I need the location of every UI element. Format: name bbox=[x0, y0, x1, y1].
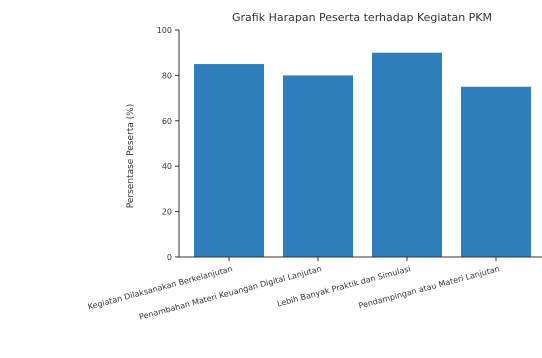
y-tick-label: 80 bbox=[162, 71, 172, 80]
y-tick-label: 60 bbox=[162, 117, 172, 126]
bars bbox=[194, 52, 531, 258]
x-tick-label: Kegiatan Dilaksanakan Berkelanjutan bbox=[87, 264, 234, 311]
bar bbox=[461, 86, 531, 257]
y-tick-label: 0 bbox=[167, 253, 172, 262]
bar bbox=[194, 64, 264, 257]
x-axis-tick-labels: Kegiatan Dilaksanakan BerkelanjutanPenam… bbox=[87, 257, 501, 322]
chart-title: Grafik Harapan Peserta terhadap Kegiatan… bbox=[232, 11, 492, 24]
bar bbox=[372, 52, 442, 258]
bar bbox=[283, 75, 353, 258]
y-tick-label: 20 bbox=[162, 208, 172, 217]
y-axis-label: Persentase Peserta (%) bbox=[126, 104, 136, 208]
x-tick-label: Pendampingan atau Materi Lanjutan bbox=[358, 264, 501, 310]
y-axis-ticks: 0 20 40 60 80 100 bbox=[157, 26, 179, 262]
y-tick-label: 100 bbox=[157, 26, 172, 35]
y-tick-label: 40 bbox=[162, 162, 172, 171]
